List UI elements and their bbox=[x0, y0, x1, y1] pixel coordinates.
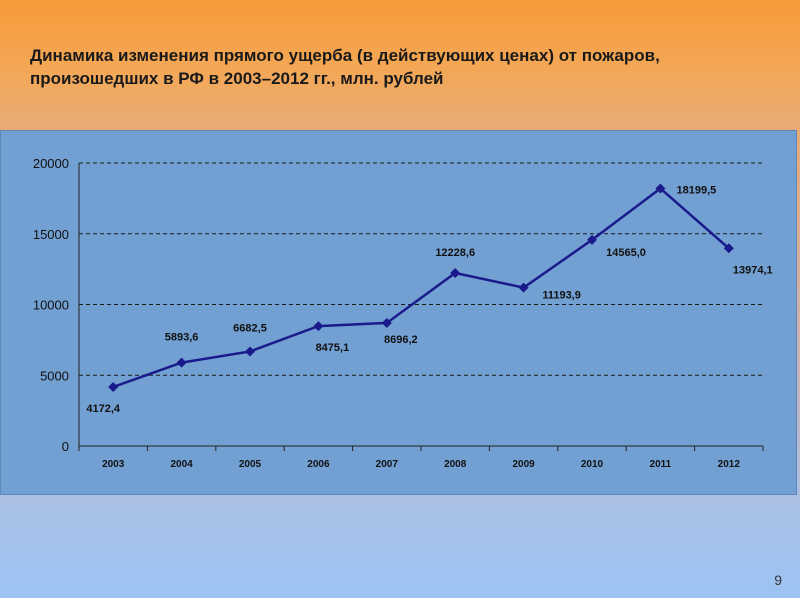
data-label: 18199,5 bbox=[677, 184, 717, 196]
x-tick-label: 2011 bbox=[650, 459, 672, 470]
data-label: 5893,6 bbox=[165, 332, 199, 344]
x-tick-label: 2010 bbox=[581, 459, 604, 470]
chart-panel: 0 5000 10000 15000 20000 2003 2004 2005 2006 2007… bbox=[0, 130, 797, 495]
data-point bbox=[108, 381, 119, 392]
series-line bbox=[112, 186, 730, 389]
data-point bbox=[655, 183, 666, 194]
data-label: 8475,1 bbox=[316, 342, 350, 354]
data-point bbox=[381, 317, 392, 328]
y-tick-label: 5000 bbox=[40, 368, 69, 383]
data-label: 11193,9 bbox=[542, 290, 581, 302]
x-tick-label: 2012 bbox=[718, 459, 741, 470]
data-point bbox=[587, 234, 597, 245]
line-chart: 0 5000 10000 15000 20000 2003 2004 2005 2006 2007… bbox=[33, 156, 773, 470]
x-tick-label: 2004 bbox=[170, 459, 193, 470]
x-tick-label: 2009 bbox=[512, 459, 535, 470]
data-label: 13974,1 bbox=[733, 264, 773, 276]
data-point bbox=[723, 243, 734, 254]
y-tick-label: 20000 bbox=[33, 156, 69, 171]
data-point bbox=[450, 267, 461, 278]
x-tick-label: 2007 bbox=[376, 459, 399, 470]
x-tick-label: 2005 bbox=[239, 459, 262, 470]
x-tick-label: 2003 bbox=[102, 459, 125, 470]
data-point bbox=[176, 357, 187, 368]
slide-title: Динамика изменения прямого ущерба (в дей… bbox=[30, 46, 660, 88]
data-label: 8696,2 bbox=[384, 334, 418, 346]
page-number: 9 bbox=[774, 572, 782, 588]
y-tick-label: 10000 bbox=[33, 298, 69, 313]
data-point bbox=[245, 346, 255, 357]
x-tick-label: 2006 bbox=[307, 459, 330, 470]
data-label: 6682,5 bbox=[233, 322, 267, 334]
data-point bbox=[313, 321, 324, 332]
y-tick-label: 15000 bbox=[33, 227, 69, 242]
data-label: 12228,6 bbox=[435, 247, 475, 259]
x-tick-label: 2008 bbox=[444, 459, 467, 470]
y-tick-label: 0 bbox=[62, 439, 69, 454]
data-point bbox=[518, 282, 529, 293]
data-label: 4172,4 bbox=[86, 403, 121, 415]
data-label: 14565,0 bbox=[606, 247, 646, 259]
